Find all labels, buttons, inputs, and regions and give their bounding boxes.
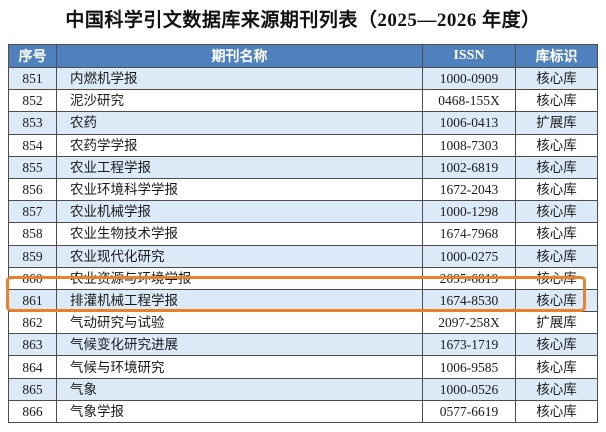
cell-issn: 1000-1298 [422,200,516,224]
cell-db-label: 核心库 [515,266,598,290]
cell-serial-number: 854 [8,133,57,157]
cell-serial-number: 865 [8,377,57,401]
cell-db-label: 核心库 [515,155,598,179]
cell-issn: 1000-0275 [422,244,516,268]
header-serial-number: 序号 [8,44,57,68]
table-row: 858 农业生物技术学报 1674-7968 核心库 [8,222,598,246]
cell-db-label: 核心库 [515,89,598,113]
cell-issn: 0468-155X [422,89,516,113]
cell-journal-name: 农业现代化研究 [56,244,423,268]
cell-journal-name: 气象 [56,377,423,401]
cell-issn: 1674-8530 [422,288,516,313]
header-db-label: 库标识 [515,44,598,68]
cell-serial-number: 861 [8,288,57,313]
cell-journal-name: 气象学报 [56,399,423,424]
cell-serial-number: 857 [8,200,57,224]
cell-serial-number: 866 [8,399,57,424]
cell-journal-name: 农业生物技术学报 [56,222,423,246]
header-issn: ISSN [422,44,516,68]
cell-issn: 2095-6819 [422,266,516,290]
cell-issn: 1008-7303 [422,133,516,157]
cell-journal-name: 气候变化研究进展 [56,333,423,357]
table-row: 860 农业资源与环境学报 2095-6819 核心库 [8,266,598,290]
cell-serial-number: 851 [8,66,57,91]
cell-db-label: 核心库 [515,133,598,157]
cell-serial-number: 853 [8,111,57,135]
cell-issn: 1674-7968 [422,222,516,246]
cell-issn: 1000-0909 [422,66,516,91]
table-row: 862 气动研究与试验 2097-258X 扩展库 [8,311,598,335]
cell-journal-name: 农药 [56,111,423,135]
cell-serial-number: 864 [8,355,57,379]
cell-serial-number: 852 [8,89,57,113]
table-row: 854 农药学学报 1008-7303 核心库 [8,133,598,157]
table-row: 853 农药 1006-0413 扩展库 [8,111,598,135]
cell-db-label: 核心库 [515,66,598,91]
table-row: 857 农业机械学报 1000-1298 核心库 [8,200,598,224]
cell-journal-name: 农药学学报 [56,133,423,157]
page-title: 中国科学引文数据库来源期刊列表（2025—2026 年度） [65,10,541,31]
table-row: 852 泥沙研究 0468-155X 核心库 [8,89,598,113]
table-row: 855 农业工程学报 1002-6819 核心库 [8,155,598,179]
table-row: 865 气象 1000-0526 核心库 [8,377,598,401]
cell-journal-name: 农业机械学报 [56,200,423,224]
cell-journal-name: 农业环境科学学报 [56,177,423,202]
cell-serial-number: 858 [8,222,57,246]
cell-db-label: 核心库 [515,177,598,202]
table-row: 864 气候与环境研究 1006-9585 核心库 [8,355,598,379]
cell-journal-name: 气动研究与试验 [56,311,423,335]
cell-serial-number: 855 [8,155,57,179]
cell-serial-number: 862 [8,311,57,335]
table-row-highlighted: 861 排灌机械工程学报 1674-8530 核心库 [8,288,598,313]
cell-db-label: 核心库 [515,244,598,268]
cell-db-label: 核心库 [515,377,598,401]
cell-db-label: 核心库 [515,288,598,313]
cell-issn: 1006-9585 [422,355,516,379]
journal-table: 序号 期刊名称 ISSN 库标识 851 内燃机学报 1000-0909 核心库… [8,44,598,424]
cell-issn: 1672-2043 [422,177,516,202]
cell-issn: 1000-0526 [422,377,516,401]
cell-journal-name: 内燃机学报 [56,66,423,91]
cell-db-label: 核心库 [515,355,598,379]
cell-serial-number: 856 [8,177,57,202]
table-row: 863 气候变化研究进展 1673-1719 核心库 [8,333,598,357]
cell-db-label: 扩展库 [515,111,598,135]
cell-db-label: 核心库 [515,399,598,424]
cell-journal-name: 农业资源与环境学报 [56,266,423,290]
cell-serial-number: 859 [8,244,57,268]
cell-journal-name: 农业工程学报 [56,155,423,179]
table-row: 856 农业环境科学学报 1672-2043 核心库 [8,177,598,202]
table-header-row: 序号 期刊名称 ISSN 库标识 [8,44,598,68]
table-row: 859 农业现代化研究 1000-0275 核心库 [8,244,598,268]
cell-issn: 0577-6619 [422,399,516,424]
header-journal-name: 期刊名称 [56,44,423,68]
table-row: 866 气象学报 0577-6619 核心库 [8,399,598,424]
cell-db-label: 核心库 [515,200,598,224]
cell-issn: 1002-6819 [422,155,516,179]
cell-db-label: 核心库 [515,333,598,357]
cell-issn: 1673-1719 [422,333,516,357]
cell-journal-name: 气候与环境研究 [56,355,423,379]
cell-serial-number: 863 [8,333,57,357]
cell-db-label: 核心库 [515,222,598,246]
cell-journal-name: 泥沙研究 [56,89,423,113]
cell-db-label: 扩展库 [515,311,598,335]
cell-journal-name: 排灌机械工程学报 [56,288,423,313]
table-row: 851 内燃机学报 1000-0909 核心库 [8,66,598,91]
cell-issn: 1006-0413 [422,111,516,135]
cell-issn: 2097-258X [422,311,516,335]
cell-serial-number: 860 [8,266,57,290]
